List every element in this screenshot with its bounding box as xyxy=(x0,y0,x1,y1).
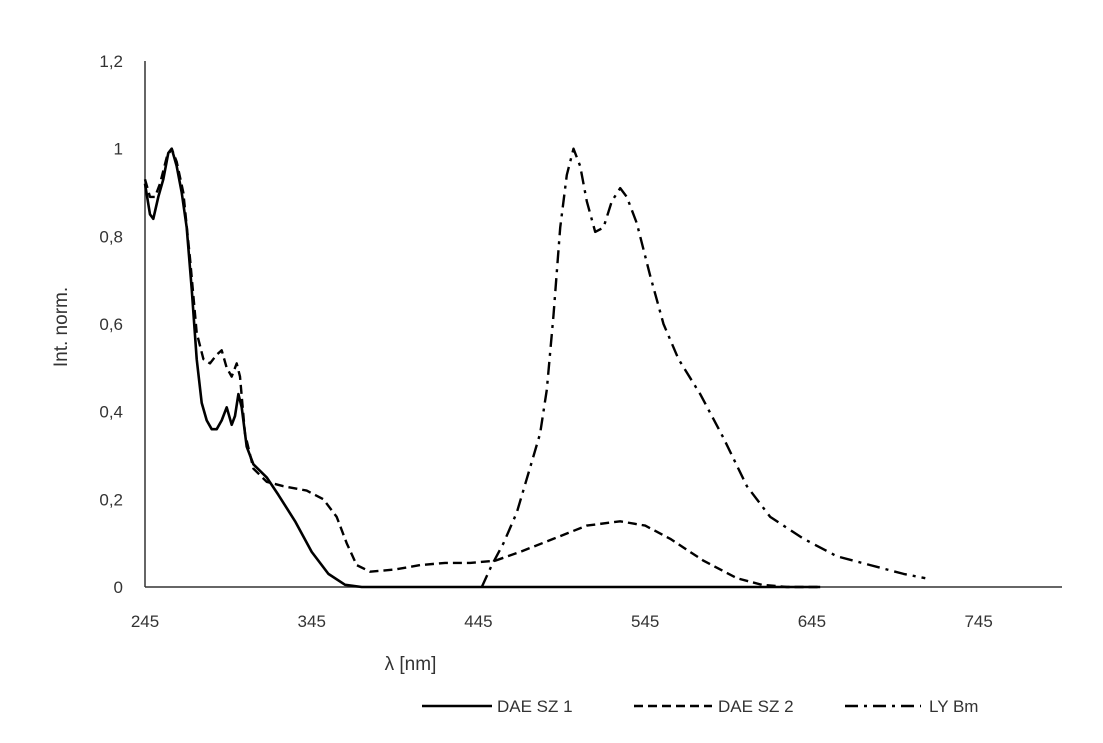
y-tick-label: 1,2 xyxy=(99,52,123,71)
axes xyxy=(144,61,1062,588)
x-tick-label: 745 xyxy=(964,612,992,631)
series-line-2 xyxy=(143,147,821,589)
y-tick-label: 0,8 xyxy=(99,227,123,246)
legend-label: DAE SZ 1 xyxy=(497,697,573,716)
x-tick-label: 445 xyxy=(464,612,492,631)
legend: DAE SZ 1 DAE SZ 2 LY Bm xyxy=(422,697,978,716)
x-tick-label: 545 xyxy=(631,612,659,631)
y-axis-title: Int. norm. xyxy=(51,287,72,367)
x-tick-label: 245 xyxy=(131,612,159,631)
series-line-1 xyxy=(143,147,821,589)
tick-labels: 0 0,2 0,4 0,6 0,8 1 1,2 245 345 445 545 645 745 xyxy=(99,52,992,631)
x-tick-label: 345 xyxy=(298,612,326,631)
series-line-3 xyxy=(480,147,926,588)
y-tick-label: 0 xyxy=(114,578,123,597)
x-axis-title: λ [nm] xyxy=(385,654,437,675)
y-tick-label: 0,6 xyxy=(99,315,123,334)
series-lines xyxy=(143,147,926,589)
x-tick-label: 645 xyxy=(798,612,826,631)
y-tick-label: 1 xyxy=(114,140,123,159)
y-tick-label: 0,4 xyxy=(99,403,123,422)
y-tick-label: 0,2 xyxy=(99,490,123,509)
legend-label: LY Bm xyxy=(929,697,978,716)
legend-label: DAE SZ 2 xyxy=(718,697,794,716)
